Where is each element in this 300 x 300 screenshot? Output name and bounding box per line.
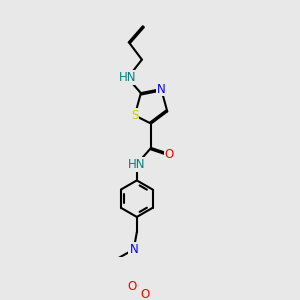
Text: O: O <box>127 280 136 293</box>
Text: O: O <box>140 288 149 300</box>
Text: O: O <box>165 148 174 160</box>
Text: S: S <box>131 109 139 122</box>
Text: HN: HN <box>119 71 136 84</box>
Text: N: N <box>157 82 166 96</box>
Text: N: N <box>129 243 138 256</box>
Text: HN: HN <box>128 158 146 171</box>
